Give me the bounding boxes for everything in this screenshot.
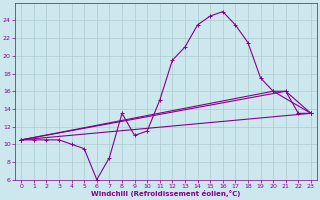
X-axis label: Windchill (Refroidissement éolien,°C): Windchill (Refroidissement éolien,°C) [92,190,241,197]
